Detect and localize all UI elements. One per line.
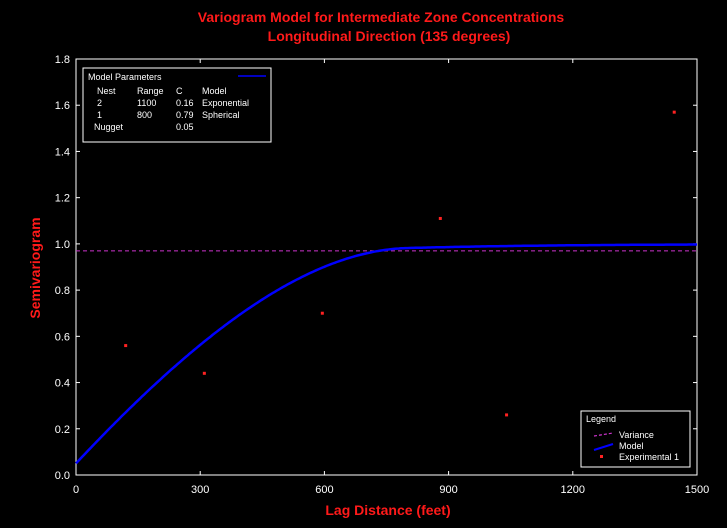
plot-area: [75, 58, 698, 476]
legend-model-swatch: [593, 443, 614, 451]
nest-row-2-nest: 1: [97, 110, 102, 120]
header-model: Model: [202, 86, 227, 96]
experimental-point: [202, 371, 206, 375]
model-parameters-title: Model Parameters: [88, 72, 162, 82]
legend-variance-label: Variance: [619, 430, 654, 440]
chart-title: Variogram Model for Intermediate Zone Co…: [198, 9, 565, 25]
y-tick-label: 1.4: [55, 146, 70, 158]
y-tick-label: 1.2: [55, 193, 70, 205]
legend-title: Legend: [586, 414, 616, 424]
y-tick-label: 0.6: [55, 331, 70, 343]
model-curve: [75, 243, 697, 465]
nest-row-2-model: Spherical: [202, 110, 240, 120]
x-axis: 0 300 600 900 1200 1500: [73, 59, 709, 496]
nest-row-1-nest: 2: [97, 98, 102, 108]
experimental-point: [672, 110, 676, 114]
x-tick-label: 1200: [561, 484, 585, 496]
header-c: C: [176, 86, 183, 96]
experimental-point: [505, 413, 509, 417]
header-range: Range: [137, 86, 164, 96]
x-tick-label: 900: [439, 484, 457, 496]
experimental-point: [320, 311, 324, 315]
y-tick-label: 0.4: [55, 378, 70, 390]
nugget-value: 0.05: [176, 122, 194, 132]
legend-experimental-label: Experimental 1: [619, 452, 679, 462]
y-tick-label: 0.8: [55, 285, 70, 297]
nest-row-2-range: 800: [137, 110, 152, 120]
experimental-point: [124, 344, 128, 348]
y-tick-label: 1.6: [55, 100, 70, 112]
y-tick-label: 1.0: [55, 239, 70, 251]
model-parameters-box: Model Parameters Nest Range C Model 2 11…: [82, 67, 272, 143]
y-axis-title: Semivariogram: [27, 217, 43, 318]
chart-subtitle: Longitudinal Direction (135 degrees): [268, 28, 511, 44]
y-tick-label: 1.8: [55, 54, 70, 66]
legend-model-label: Model: [619, 441, 644, 451]
legend-variance-swatch: [593, 432, 614, 437]
y-axis: 0.0 0.2 0.4 0.6 0.8 1.0 1.2 1.4 1.6 1.8: [55, 54, 697, 482]
nugget-label: Nugget: [94, 122, 124, 132]
legend-frame: [580, 410, 691, 468]
experimental-points: [124, 110, 676, 417]
experimental-point: [438, 216, 442, 220]
x-tick-label: 1500: [685, 484, 709, 496]
model-parameters-frame: [82, 67, 272, 143]
legend: Legend Variance Model Experimental 1: [580, 410, 691, 468]
nest-row-1-model: Exponential: [202, 98, 249, 108]
x-tick-label: 0: [73, 484, 79, 496]
y-tick-label: 0.2: [55, 424, 70, 436]
nest-row-1-range: 1100: [137, 98, 156, 108]
header-nest: Nest: [97, 86, 116, 96]
nest-row-1-c: 0.16: [176, 98, 194, 108]
legend-experimental-swatch: [600, 455, 603, 458]
nest-row-2-c: 0.79: [176, 110, 194, 120]
x-tick-label: 600: [315, 484, 333, 496]
x-axis-title: Lag Distance (feet): [325, 502, 450, 518]
y-tick-label: 0.0: [55, 470, 70, 482]
x-tick-label: 300: [191, 484, 209, 496]
